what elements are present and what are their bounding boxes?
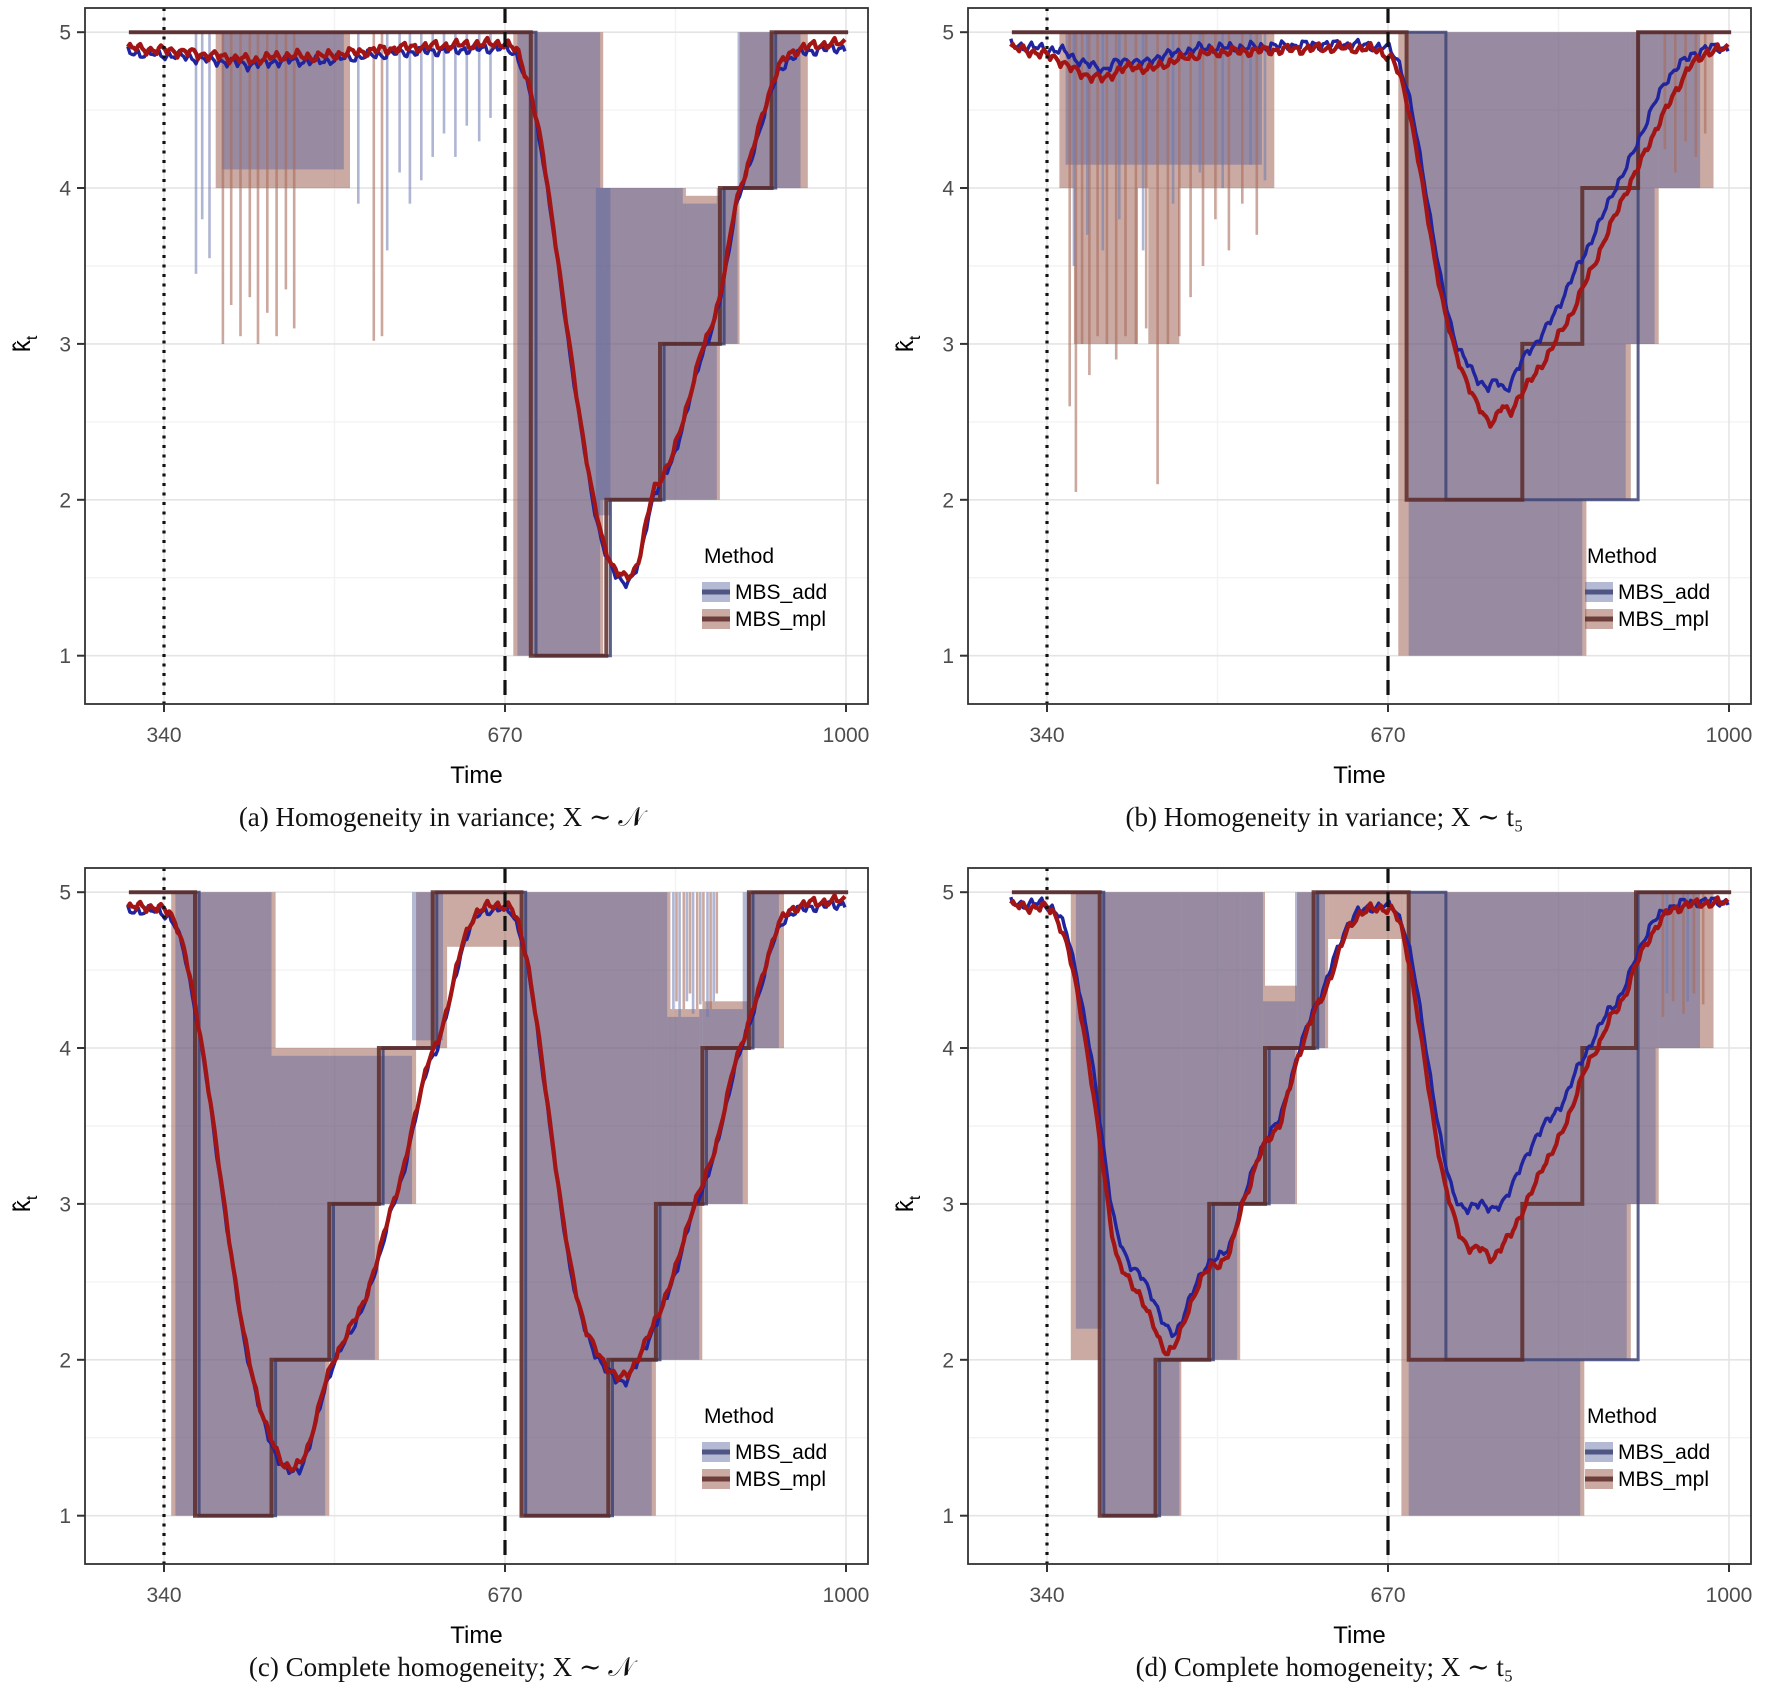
panel-a-plot: 340 670 1000 1 2 3 4 5 Time k̂t Method MBS_add MBS_m… <box>9 7 869 789</box>
x-tick-label: 340 <box>146 724 181 747</box>
legend: Method MBS_add MBS_mpl <box>702 545 827 631</box>
y-tick-label: 4 <box>59 178 71 201</box>
x-tick-label: 670 <box>487 724 522 747</box>
legend-title: Method <box>1587 545 1657 568</box>
panel-c-caption: (c) Complete homogeneity; X ∼ 𝒩 <box>248 1652 635 1682</box>
plot-content <box>126 890 849 1518</box>
legend-label-mpl: MBS_mpl <box>735 608 826 631</box>
panel-d: 340 670 1000 1 2 3 4 5 Time k̂t Method MBS_add MBS_m… <box>883 860 1766 1687</box>
curve-mbs-mpl <box>1009 40 1730 429</box>
x-tick-label: 1000 <box>823 1584 870 1607</box>
y-tick-label: 4 <box>942 178 954 201</box>
x-tick-label: 1000 <box>823 724 870 747</box>
y-tick-label: 2 <box>59 1349 71 1372</box>
legend: Method MBS_add MBS_mpl <box>702 1405 827 1491</box>
band-spikes <box>672 892 719 1017</box>
panel-border <box>967 7 1752 705</box>
legend: Method MBS_add MBS_mpl <box>1585 545 1710 631</box>
y-axis-title: k̂t <box>9 335 41 352</box>
x-tick-label: 670 <box>1370 1584 1405 1607</box>
legend-title: Method <box>704 1405 774 1428</box>
step-outline-mbs-add <box>128 30 849 658</box>
y-axis-title: k̂t <box>9 1195 41 1212</box>
y-tick-label: 3 <box>59 333 71 356</box>
y-tick-label: 5 <box>942 882 954 905</box>
y-tick-label: 5 <box>942 22 954 45</box>
y-tick-label: 3 <box>942 333 954 356</box>
y-tick-label: 2 <box>942 489 954 512</box>
legend-title: Method <box>1587 1405 1657 1428</box>
legend-label-add: MBS_add <box>1618 581 1710 604</box>
x-axis-title: Time <box>1333 762 1385 789</box>
y-tick-label: 1 <box>59 1505 71 1528</box>
x-tick-label: 1000 <box>1706 724 1753 747</box>
band-mbs-mpl <box>215 32 808 656</box>
legend-label-mpl: MBS_mpl <box>735 1468 826 1491</box>
y-tick-label: 4 <box>59 1038 71 1061</box>
x-axis-title: Time <box>450 1622 502 1649</box>
panel-b: 340 670 1000 1 2 3 4 5 Time k̂t Method MBS_add MBS_m… <box>883 0 1766 860</box>
panel-d-caption: (d) Complete homogeneity; X ∼ t₅ <box>1135 1652 1514 1682</box>
y-tick-label: 1 <box>59 645 71 668</box>
x-tick-label: 340 <box>1029 724 1064 747</box>
panel-c-plot: 340 670 1000 1 2 3 4 5 Time k̂t Method MBS_add MBS_m… <box>9 867 869 1649</box>
x-tick-label: 1000 <box>1706 1584 1753 1607</box>
y-tick-label: 5 <box>59 22 71 45</box>
legend-label-mpl: MBS_mpl <box>1618 1468 1709 1491</box>
y-axis-title: k̂t <box>892 1195 924 1212</box>
x-tick-label: 670 <box>487 1584 522 1607</box>
band-spikes <box>1068 32 1707 492</box>
y-tick-label: 2 <box>942 1349 954 1372</box>
y-tick-label: 4 <box>942 1038 954 1061</box>
y-axis-title: k̂t <box>892 335 924 352</box>
curve-mbs-mpl <box>126 893 847 1473</box>
x-tick-label: 340 <box>1029 1584 1064 1607</box>
x-tick-label: 340 <box>146 1584 181 1607</box>
y-tick-label: 3 <box>942 1193 954 1216</box>
y-tick-label: 5 <box>59 882 71 905</box>
legend-label-add: MBS_add <box>1618 1441 1710 1464</box>
x-axis-title: Time <box>450 762 502 789</box>
x-axis-title: Time <box>1333 1622 1385 1649</box>
panel-a: 340 670 1000 1 2 3 4 5 Time k̂t Method MBS_add MBS_m… <box>0 0 883 860</box>
axes: 340 670 1000 1 2 3 4 5 Time k̂t <box>9 882 869 1649</box>
curve-mbs-mpl <box>126 35 847 582</box>
curve-mbs-mpl <box>1009 895 1730 1357</box>
panel-background <box>85 8 868 704</box>
panel-d-plot: 340 670 1000 1 2 3 4 5 Time k̂t Method MBS_add MBS_m… <box>892 867 1752 1649</box>
band-spikes <box>194 32 492 344</box>
panel-c: 340 670 1000 1 2 3 4 5 Time k̂t Method MBS_add MBS_m… <box>0 860 883 1687</box>
plot-content <box>1009 30 1732 656</box>
axes: 340 670 1000 1 2 3 4 5 Time k̂t <box>892 882 1752 1649</box>
panel-b-caption: (b) Homogeneity in variance; X ∼ t₅ <box>1125 802 1524 832</box>
legend-title: Method <box>704 545 774 568</box>
y-tick-label: 1 <box>942 1505 954 1528</box>
step-outline-mbs-mpl <box>128 30 849 658</box>
legend-label-mpl: MBS_mpl <box>1618 608 1709 631</box>
plot-content <box>1009 890 1732 1518</box>
band-spikes <box>1661 892 1705 1017</box>
axes: 340 670 1000 1 2 3 4 5 Time k̂t <box>892 22 1752 789</box>
panel-border <box>967 867 1752 1565</box>
y-tick-label: 2 <box>59 489 71 512</box>
plot-content <box>126 30 849 658</box>
panel-a-caption: (a) Homogeneity in variance; X ∼ 𝒩 <box>238 802 645 832</box>
panel-border <box>84 7 869 705</box>
legend-label-add: MBS_add <box>735 581 827 604</box>
panel-b-plot: 340 670 1000 1 2 3 4 5 Time k̂t Method MBS_add MBS_m… <box>892 7 1752 789</box>
x-tick-label: 670 <box>1370 724 1405 747</box>
panel-border <box>84 867 869 1565</box>
y-tick-label: 1 <box>942 645 954 668</box>
legend-label-add: MBS_add <box>735 1441 827 1464</box>
legend: Method MBS_add MBS_mpl <box>1585 1405 1710 1491</box>
y-tick-label: 3 <box>59 1193 71 1216</box>
axes: 340 670 1000 1 2 3 4 5 Time k̂t <box>9 22 869 789</box>
